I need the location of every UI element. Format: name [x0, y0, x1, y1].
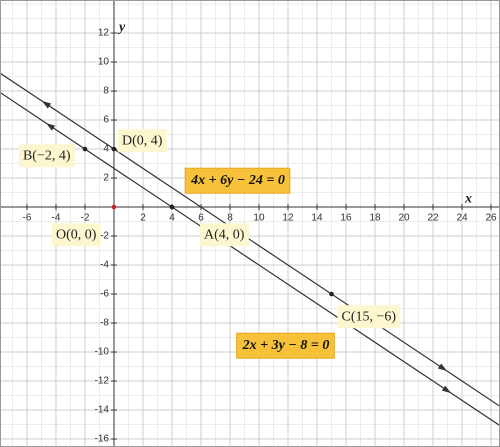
point-label: A(4, 0) [204, 227, 245, 242]
x-tick-label: 8 [227, 213, 233, 224]
point-label-box [18, 144, 75, 168]
x-tick-label: 6 [198, 213, 204, 224]
x-tick-label: 14 [311, 213, 323, 224]
line-arrow [441, 385, 452, 394]
line-arrow [437, 363, 448, 372]
point-label-box [51, 223, 101, 247]
x-axis-label: x [464, 191, 472, 206]
point-label: B(−2, 4) [23, 148, 71, 163]
series-label: 2x + 3y − 8 = 0 [242, 338, 330, 353]
y-tick-label: 6 [103, 115, 109, 126]
x-tick-label: 12 [282, 213, 294, 224]
series-label-box [236, 332, 335, 359]
point [111, 204, 117, 210]
y-tick-label: -6 [100, 289, 109, 300]
x-tick-label: 10 [253, 213, 265, 224]
x-tick-label: 2 [140, 213, 146, 224]
x-tick-label: 22 [427, 213, 439, 224]
x-tick-label: -2 [81, 213, 90, 224]
x-tick-label: -4 [52, 213, 61, 224]
y-tick-label: 8 [103, 86, 109, 97]
y-axis-label: y [117, 20, 126, 35]
point-label: C(15, −6) [341, 309, 396, 324]
x-tick-label: 24 [456, 213, 468, 224]
x-tick-label: 26 [485, 213, 497, 224]
point-label-box [337, 305, 401, 329]
y-tick-label: -2 [100, 231, 109, 242]
point [169, 204, 175, 210]
line-arrow [46, 123, 56, 131]
y-tick-label: 2 [103, 173, 109, 184]
x-tick-label: 4 [169, 213, 175, 224]
point-label: D(0, 4) [122, 133, 163, 148]
x-tick-label: 16 [340, 213, 352, 224]
y-tick-label: 12 [98, 28, 110, 39]
point-label-box [117, 129, 167, 153]
x-tick-label: 20 [398, 213, 410, 224]
y-tick-label: -14 [95, 405, 110, 416]
y-tick-label: 4 [103, 144, 109, 155]
x-tick-label: 18 [369, 213, 381, 224]
point-label: O(0, 0) [56, 227, 97, 242]
y-tick-label: -16 [95, 434, 110, 445]
y-tick-label: -4 [100, 260, 109, 271]
point [329, 291, 334, 297]
line-arrow [41, 101, 52, 109]
point-label-box [199, 223, 249, 247]
y-tick-label: -10 [95, 347, 110, 358]
point [82, 146, 88, 152]
point [111, 146, 117, 152]
y-tick-label: 10 [98, 57, 110, 68]
y-tick-label: -8 [100, 318, 109, 329]
series-label: 4x + 6y − 24 = 0 [190, 173, 285, 188]
x-tick-label: -6 [23, 213, 32, 224]
series-label-box [184, 167, 291, 194]
y-tick-label: -12 [95, 376, 110, 387]
